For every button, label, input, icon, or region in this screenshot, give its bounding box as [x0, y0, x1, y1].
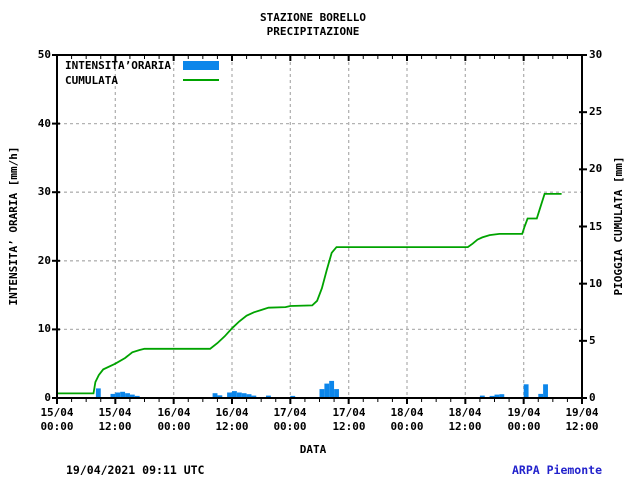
legend-label-intensita-oraria: INTENSITA’ORARIA [65, 59, 171, 72]
intensity-bar [494, 394, 500, 398]
legend-swatch-intensita-bar [183, 61, 219, 70]
x-tick-date: 15/04 [40, 406, 74, 419]
intensity-bar [324, 383, 330, 398]
x-tick-date: 18/04 [390, 406, 424, 419]
x-tick-label: 15/04 12:00 [91, 406, 139, 434]
cumulata-line [57, 193, 562, 395]
intensity-bar [227, 392, 232, 398]
x-tick-label: 18/04 12:00 [441, 406, 489, 434]
intensity-bar [129, 394, 135, 398]
intensity-bar [217, 395, 223, 398]
x-tick-time: 12:00 [215, 420, 249, 433]
x-tick-label: 19/04 12:00 [558, 406, 606, 434]
left-axis-tick-label: 0 [44, 391, 51, 404]
generation-timestamp: 19/04/2021 09:11 UTC [66, 463, 205, 477]
intensity-bar [489, 395, 495, 398]
x-tick-label: 15/04 00:00 [33, 406, 81, 434]
intensity-bar [134, 395, 140, 398]
x-tick-time: 00:00 [157, 420, 191, 433]
intensity-bar [319, 389, 325, 398]
x-tick-label: 16/04 00:00 [150, 406, 198, 434]
x-tick-label: 17/04 00:00 [266, 406, 314, 434]
x-tick-time: 00:00 [507, 420, 541, 433]
intensity-bar [125, 393, 130, 398]
intensity-bar [115, 392, 121, 398]
x-tick-date: 17/04 [332, 406, 366, 419]
x-tick-time: 12:00 [565, 420, 599, 433]
intensity-bar [329, 380, 335, 398]
intensity-bar [266, 395, 271, 398]
intensity-bar [95, 388, 101, 398]
x-tick-time: 12:00 [332, 420, 366, 433]
x-tick-date: 19/04 [507, 406, 541, 419]
intensity-bar [212, 393, 218, 398]
legend-label-cumulata: CUMULATA [65, 74, 118, 87]
intensity-bar [499, 394, 505, 398]
right-axis-tick-label: 20 [589, 162, 603, 175]
intensity-bar [232, 391, 237, 398]
x-tick-label: 18/04 00:00 [383, 406, 431, 434]
x-tick-time: 12:00 [98, 420, 132, 433]
x-tick-date: 16/04 [215, 406, 249, 419]
left-axis-tick-label: 30 [37, 185, 51, 198]
x-tick-date: 17/04 [273, 406, 307, 419]
right-axis-tick-label: 5 [589, 334, 596, 347]
right-axis-tick-label: 15 [589, 220, 603, 233]
x-tick-time: 00:00 [40, 420, 74, 433]
chart-subtitle: PRECIPITAZIONE [266, 25, 360, 38]
left-axis-title: INTENSITA’ ORARIA [mm/h] [7, 146, 20, 306]
intensity-bar [538, 393, 544, 398]
right-axis-tick-label: 10 [589, 277, 603, 290]
left-axis-tick-label: 10 [37, 322, 51, 335]
right-axis-tick-label: 25 [589, 105, 603, 118]
intensity-bar [479, 395, 485, 398]
x-axis-title: DATA [299, 443, 327, 456]
arpa-piemonte-brand: ARPA Piemonte [511, 463, 602, 477]
chart-title: STAZIONE BORELLO [260, 11, 366, 24]
intensity-bar [334, 389, 339, 398]
right-axis-tick-label: 0 [589, 391, 596, 404]
x-tick-date: 19/04 [565, 406, 599, 419]
x-tick-date: 18/04 [448, 406, 482, 419]
intensity-bar [120, 391, 126, 398]
intensity-bar [246, 394, 252, 398]
intensity-bar [110, 393, 116, 398]
left-axis-tick-label: 20 [37, 254, 51, 267]
x-tick-date: 15/04 [98, 406, 132, 419]
x-tick-time: 00:00 [273, 420, 307, 433]
intensity-bar [523, 384, 529, 398]
legend-swatch-cumulata-line [183, 79, 219, 81]
intensity-bar [241, 393, 247, 398]
intensity-bar [236, 392, 242, 398]
x-tick-date: 16/04 [157, 406, 191, 419]
left-axis-tick-label: 50 [37, 48, 51, 61]
right-axis-tick-label: 30 [589, 48, 603, 61]
intensity-bar [251, 395, 257, 398]
x-tick-time: 12:00 [448, 420, 482, 433]
left-axis-tick-label: 40 [37, 117, 51, 130]
x-tick-label: 19/04 00:00 [500, 406, 548, 434]
x-tick-label: 16/04 12:00 [208, 406, 256, 434]
plot-frame [56, 54, 583, 399]
x-tick-time: 00:00 [390, 420, 424, 433]
intensity-bar [543, 384, 548, 398]
x-tick-label: 17/04 12:00 [325, 406, 373, 434]
intensity-bar [290, 395, 296, 398]
